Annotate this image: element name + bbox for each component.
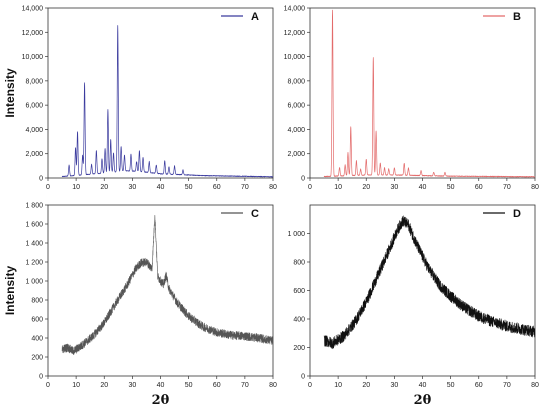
y-tick-label: 1 000	[25, 279, 43, 286]
y-tick-label: 600	[31, 317, 43, 324]
y-tick-label: 2,000	[25, 151, 43, 158]
y-tick-label: 800	[31, 298, 43, 305]
plot-frame	[309, 204, 536, 377]
x-tick-label: 80	[269, 382, 277, 389]
x-tick-label: 30	[128, 382, 136, 389]
y-tick-label: 200	[293, 345, 305, 352]
y-tick-label: 600	[293, 288, 305, 295]
plot-frame	[309, 7, 536, 179]
x-tick-label: 20	[100, 382, 108, 389]
x-tick-label: 10	[334, 184, 342, 191]
x-tick-label: 0	[308, 382, 312, 389]
x-tick-label: 0	[308, 184, 312, 191]
x-tick-label: 60	[475, 382, 483, 389]
y-tick-label: 8,000	[287, 78, 305, 85]
panel-a: 0 10 20 30 40 50 60 70 80 0 2,000 4,000 6,000 8,000 10…	[3, 6, 277, 192]
x-tick-label: 10	[72, 382, 80, 389]
series-line-a	[61, 25, 274, 178]
x-tick-label: 20	[362, 382, 370, 389]
x-tick-label: 60	[475, 184, 483, 191]
y-tick-label: 12,000	[22, 30, 44, 37]
y-tick-label: 12,000	[284, 30, 306, 37]
x-tick-label: 80	[269, 184, 277, 191]
y-tick-label: 8,000	[25, 78, 43, 85]
x-tick-label: 60	[213, 184, 221, 191]
x-tick-label: 40	[419, 184, 427, 191]
x-tick-label: 70	[503, 184, 511, 191]
x-tick-label: 60	[213, 382, 221, 389]
y-tick-label: 800	[293, 260, 305, 267]
y-axis-title: Intensity	[3, 68, 17, 118]
y-tick-label: 0	[301, 176, 305, 183]
x-tick-label: 50	[447, 382, 455, 389]
y-tick-label: 10,000	[22, 54, 44, 61]
plot-frame	[47, 204, 274, 377]
x-tick-label: 70	[503, 382, 511, 389]
x-tick-label: 20	[362, 184, 370, 191]
x-tick-label: 40	[157, 382, 165, 389]
y-tick-label: 200	[31, 355, 43, 362]
y-tick-label: 14,000	[284, 6, 306, 13]
x-tick-label: 30	[390, 184, 398, 191]
y-tick-label: 4,000	[25, 127, 43, 134]
y-tick-label: 14,000	[22, 6, 44, 13]
x-tick-label: 80	[531, 184, 539, 191]
x-tick-label: 10	[334, 382, 342, 389]
plot-frame	[47, 7, 274, 179]
y-axis-title: Intensity	[3, 266, 17, 316]
x-tick-label: 50	[185, 382, 193, 389]
y-tick-label: 1 000	[287, 231, 305, 238]
y-tick-label: 1 600	[25, 222, 43, 229]
y-tick-label: 6,000	[287, 103, 305, 110]
x-tick-label: 10	[72, 184, 80, 191]
series-line-d	[323, 215, 536, 350]
x-tick-label: 80	[531, 382, 539, 389]
y-tick-label: 4,000	[287, 127, 305, 134]
series-line-b	[323, 9, 536, 178]
x-tick-label: 40	[157, 184, 165, 191]
y-tick-label: 10,000	[284, 54, 306, 61]
legend-label-a: A	[251, 11, 259, 23]
y-tick-label: 1 800	[25, 203, 43, 210]
y-tick-label: 400	[293, 317, 305, 324]
legend-label-d: D	[513, 208, 521, 220]
y-tick-label: 6,000	[25, 103, 43, 110]
x-tick-label: 0	[46, 184, 50, 191]
x-tick-label: 40	[419, 382, 427, 389]
x-tick-label: 30	[390, 382, 398, 389]
x-tick-label: 30	[128, 184, 136, 191]
y-tick-label: 1 400	[25, 241, 43, 248]
x-tick-label: 0	[46, 382, 50, 389]
legend-label-c: C	[251, 208, 259, 220]
panel-b: 0 10 20 30 40 50 60 70 80 0 2,000 4,000 6,000 8,000 10…	[284, 6, 539, 192]
y-tick-label: 1 200	[25, 260, 43, 267]
x-tick-label: 20	[100, 184, 108, 191]
x-tick-label: 70	[241, 184, 249, 191]
y-tick-label: 400	[31, 336, 43, 343]
series-line-c	[61, 215, 274, 355]
y-tick-label: 2,000	[287, 151, 305, 158]
x-axis-title: 2θ	[414, 393, 432, 408]
x-tick-label: 50	[185, 184, 193, 191]
x-axis-title: 2θ	[152, 393, 170, 408]
y-tick-label: 0	[39, 176, 43, 183]
y-tick-label: 0	[301, 374, 305, 381]
y-tick-label: 0	[39, 374, 43, 381]
legend-label-b: B	[513, 11, 521, 23]
x-tick-label: 70	[241, 382, 249, 389]
x-tick-label: 50	[447, 184, 455, 191]
